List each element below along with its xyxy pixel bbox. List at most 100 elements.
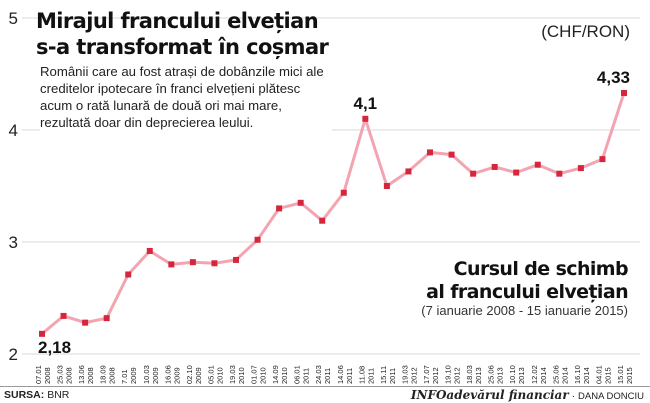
- x-tick-year: 2010: [259, 367, 268, 384]
- x-tick-day: 06.01: [293, 365, 302, 384]
- data-point: [491, 163, 498, 170]
- x-tick-year: 2010: [215, 367, 224, 384]
- author: DANA DONCIU: [578, 391, 644, 402]
- brand-logo: INFOadevărul financiar: [410, 388, 569, 402]
- x-tick-label: 7.01 2009: [120, 367, 138, 384]
- y-tick-label: 2: [9, 345, 18, 364]
- x-tick-label: 02.10 2009: [185, 365, 203, 384]
- data-point: [556, 170, 563, 177]
- x-tick-label: 18.09 2008: [99, 365, 117, 384]
- x-tick-year: 2009: [194, 367, 203, 384]
- currency-label: (CHF/RON): [541, 22, 630, 41]
- data-point: [39, 330, 45, 337]
- x-tick-day: 25.06: [551, 365, 560, 384]
- data-point: [146, 247, 153, 254]
- x-tick-label: 25.03 2008: [56, 365, 74, 384]
- x-tick-year: 2009: [129, 367, 138, 384]
- x-tick-label: 24.03 2011: [314, 365, 332, 384]
- data-point: [599, 156, 606, 163]
- data-point: [621, 90, 627, 97]
- x-tick-day: 24.03: [314, 365, 323, 384]
- x-tick-label: 19.03 2010: [228, 365, 246, 384]
- data-point: [233, 256, 239, 263]
- x-tick-day: 17.07: [422, 365, 431, 384]
- x-tick-day: 04.01: [594, 365, 603, 384]
- x-tick-year: 2012: [431, 367, 440, 384]
- data-point: [534, 161, 541, 168]
- x-tick-year: 2014: [582, 367, 591, 384]
- x-tick-label: 16.10 2014: [573, 365, 591, 384]
- x-tick-label: 10.10 2013: [508, 365, 526, 384]
- credit: INFOadevărul financiar · DANA DONCIU: [411, 387, 644, 403]
- x-tick-year: 2014: [560, 367, 569, 384]
- x-tick-label: 05.01 2010: [206, 365, 224, 384]
- data-point: [362, 115, 369, 122]
- data-point: [82, 319, 89, 326]
- data-point: [276, 205, 283, 212]
- x-tick-day: 16.06: [163, 365, 172, 384]
- x-tick-day: 10.10: [508, 365, 517, 384]
- series-title: Cursul de schimb al francului elvețian: [426, 258, 629, 304]
- data-point: [319, 217, 326, 224]
- x-tick-year: 2013: [474, 367, 483, 384]
- series-title-line-1: Cursul de schimb: [453, 258, 629, 280]
- x-tick-day: 02.10: [185, 365, 194, 384]
- source: SURSA: BNR: [4, 387, 69, 403]
- x-tick-day: 10.03: [142, 365, 151, 384]
- data-label: 2,18: [38, 338, 71, 357]
- x-tick-label: 19.03 2012: [400, 365, 418, 384]
- x-tick-year: 2008: [65, 367, 74, 384]
- chart-subtitle: Românii care au fost atrași de dobânzile…: [40, 63, 332, 131]
- x-tick-year: 2013: [517, 367, 526, 384]
- x-tick-label: 11.08 2011: [357, 366, 375, 384]
- y-axis-ticks: 2 3 4 5: [9, 9, 18, 364]
- x-tick-day: 15.01: [616, 365, 625, 384]
- series-title-line-2: al francului elvețian: [426, 281, 629, 303]
- x-tick-day: 05.01: [206, 365, 215, 384]
- series-line-path: [41, 92, 626, 335]
- x-tick-day: 19.03: [400, 365, 409, 384]
- x-tick-label: 06.01 2011: [293, 365, 311, 384]
- x-tick-day: 13.06: [77, 365, 86, 384]
- x-tick-day: 14.06: [336, 365, 345, 384]
- data-point: [103, 315, 110, 322]
- title-line-1: Mirajul francului elvețian: [36, 9, 319, 33]
- x-tick-day: 18.09: [99, 365, 108, 384]
- x-tick-day: 7.01: [120, 369, 129, 384]
- x-tick-year: 2013: [496, 367, 505, 384]
- x-tick-year: 2015: [625, 367, 634, 384]
- data-point: [189, 259, 196, 266]
- x-tick-year: 2009: [151, 367, 160, 384]
- x-tick-day: 18.03: [465, 365, 474, 384]
- data-label: 4,33: [597, 68, 630, 87]
- x-tick-year: 2014: [539, 367, 548, 384]
- data-point: [254, 236, 261, 243]
- x-tick-year: 2008: [108, 367, 117, 384]
- x-tick-label: 01.07 2010: [250, 365, 268, 384]
- x-tick-year: 2012: [453, 367, 462, 384]
- x-tick-day: 19.03: [228, 365, 237, 384]
- x-tick-year: 2012: [409, 367, 418, 384]
- x-tick-day: 15.11: [379, 366, 388, 384]
- x-tick-label: 17.07 2012: [422, 365, 440, 384]
- data-point: [448, 151, 455, 158]
- x-tick-year: 2010: [237, 367, 246, 384]
- x-tick-year: 2011: [302, 368, 311, 384]
- x-tick-day: 12.02: [530, 365, 539, 384]
- x-tick-label: 19.10 2012: [444, 365, 462, 384]
- series-markers: [39, 90, 627, 337]
- x-tick-year: 2011: [388, 368, 397, 384]
- data-point: [470, 170, 477, 177]
- x-tick-day: 01.07: [250, 365, 259, 384]
- data-point: [125, 271, 132, 278]
- period-label: (7 ianuarie 2008 - 15 ianuarie 2015): [421, 303, 628, 318]
- x-tick-label: 12.02 2014: [530, 365, 548, 384]
- data-point: [383, 183, 390, 189]
- x-tick-year: 2015: [603, 367, 612, 384]
- x-tick-label: 14.06 2011: [336, 365, 354, 384]
- x-axis-ticks: 07.01 2008 25.03 2008 13.06 2008 18.09 2008 7.01…: [34, 365, 634, 384]
- data-label: 4,1: [354, 94, 378, 113]
- y-tick-label: 4: [9, 121, 18, 140]
